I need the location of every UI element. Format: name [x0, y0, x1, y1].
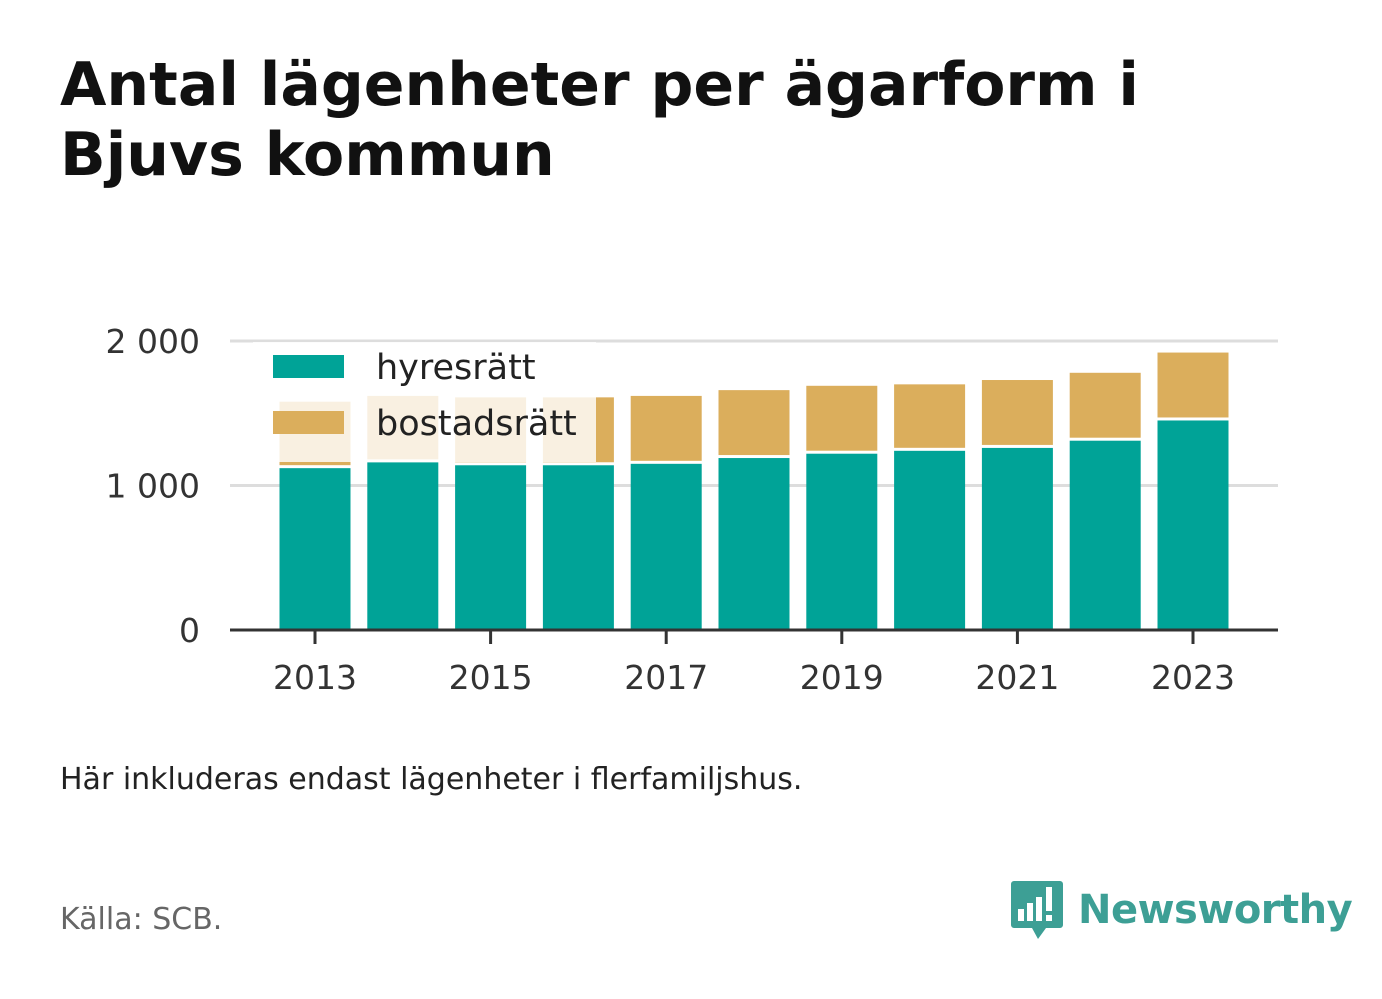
bar-hyresratt [1069, 440, 1141, 630]
x-tick-label: 2023 [1151, 658, 1235, 697]
bar-hyresratt [455, 465, 527, 630]
brand-name: Newsworthy [1078, 887, 1353, 933]
x-tick-label: 2015 [449, 658, 533, 697]
x-tick-label: 2019 [800, 658, 884, 697]
axes: 0 1 000 2 000 2013 2015 2017 2019 2021 2023 [106, 322, 1278, 697]
bar-hyresratt [718, 458, 790, 630]
legend-label: hyresrätt [376, 348, 536, 388]
bar-bostadsratt [1157, 352, 1229, 418]
y-tick-label: 1 000 [106, 467, 200, 506]
bar-hyresratt [806, 453, 878, 630]
bar-bostadsratt [630, 395, 702, 461]
bar-bostadsratt [894, 384, 966, 448]
chart-title: Antal lägenheter per ägarform i Bjuvs ko… [60, 50, 1139, 190]
legend-swatch [273, 411, 344, 434]
bar-hyresratt [279, 468, 351, 630]
y-tick-label: 2 000 [106, 322, 200, 361]
bar-hyresratt [981, 447, 1053, 630]
source-text: Källa: SCB. [60, 902, 223, 937]
legend-swatch [273, 355, 344, 378]
bar-hyresratt [1157, 420, 1229, 630]
bar-bostadsratt [981, 380, 1053, 445]
bar-hyresratt [894, 450, 966, 630]
y-tick-label: 0 [179, 611, 200, 650]
newsworthy-logo-icon [1011, 881, 1063, 939]
bar-bostadsratt [806, 385, 878, 451]
legend: hyresrätt bostadsrätt [253, 342, 596, 462]
x-tick-label: 2013 [273, 658, 357, 697]
x-tick-label: 2021 [975, 658, 1059, 697]
bar-hyresratt [367, 462, 439, 630]
x-tick-label: 2017 [624, 658, 708, 697]
bar-bostadsratt [1069, 372, 1141, 438]
brand-logo: Newsworthy [1010, 878, 1353, 942]
legend-label: bostadsrätt [376, 404, 577, 444]
bar-hyresratt [542, 465, 614, 630]
bar-bostadsratt [718, 390, 790, 456]
bar-chart: 0 1 000 2 000 2013 2015 2017 2019 2021 2023 hyre… [106, 322, 1278, 697]
bar-hyresratt [630, 463, 702, 630]
chart-note: Här inkluderas endast lägenheter i flerf… [60, 762, 803, 797]
